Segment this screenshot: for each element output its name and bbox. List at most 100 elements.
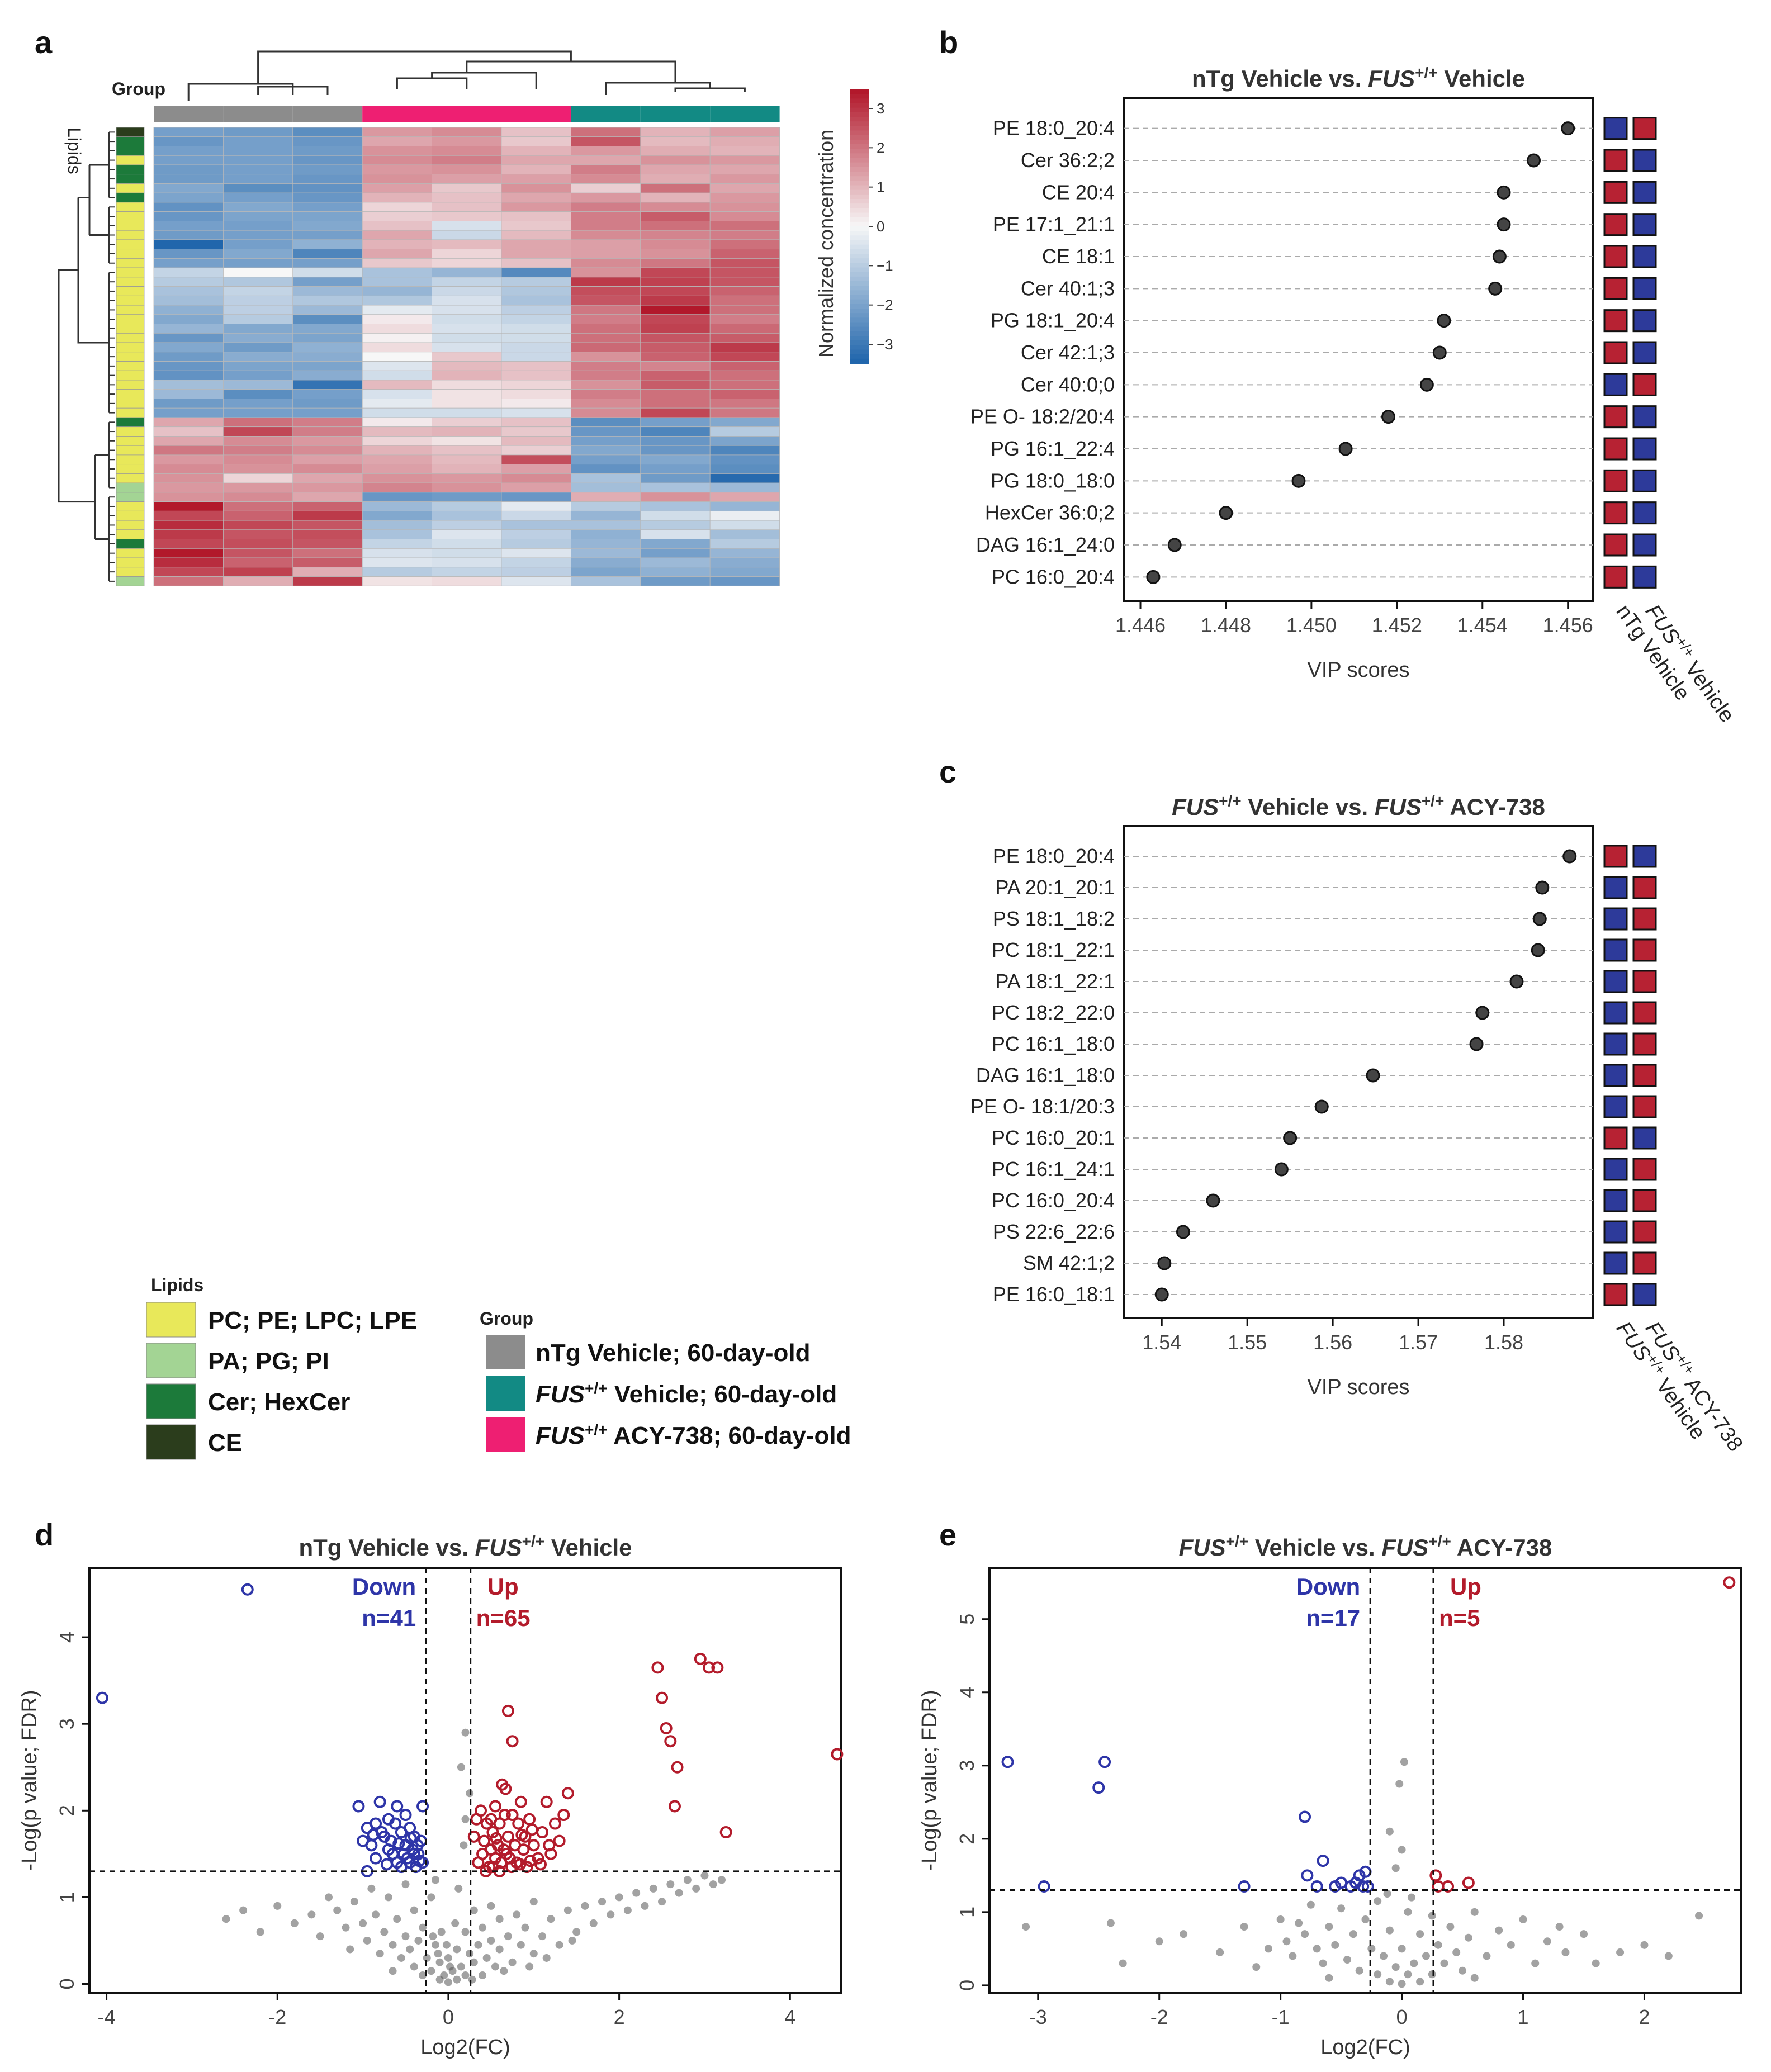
volcano-point-ns (372, 1910, 380, 1919)
plot-frame (988, 1567, 1742, 1994)
colorbar-step (850, 304, 869, 309)
heatmap-cell (501, 473, 571, 483)
volcano-point-ns (427, 1893, 435, 1902)
heatmap-cell (153, 314, 224, 324)
title-part-sup2: +/+ (1428, 1533, 1451, 1550)
volcano-point-ns (1459, 1966, 1467, 1975)
volcano-point-ns (470, 1906, 478, 1914)
colorbar-step (850, 331, 869, 336)
heatmap-cell (222, 548, 293, 558)
heatmap-cell (432, 567, 502, 577)
volcano-point-down (1329, 1880, 1342, 1893)
vip-point (1291, 473, 1306, 488)
colorbar-step (850, 317, 869, 323)
volcano-point-down (370, 1817, 382, 1830)
heatmap-cell (222, 454, 293, 465)
vip-lipid-label: SM 42:1;2 (1023, 1251, 1115, 1274)
x-tick-label: -3 (1029, 2005, 1047, 2028)
vip-lipid-label: Cer 40:0;0 (1021, 373, 1115, 396)
colorbar-tick-label: −3 (877, 336, 893, 353)
colorbar-step (850, 212, 869, 218)
volcano-point-ns (432, 1941, 440, 1949)
heatmap-cell (362, 174, 433, 184)
heatmap-legend: Lipids Group PC; PE; LPC; LPE PA; PG; PI C… (146, 1275, 851, 1460)
heatmap-cell (571, 389, 641, 399)
heatmap-cell (571, 426, 641, 437)
column-dendrogram-branch (605, 82, 711, 95)
y-tick-label: 1 (955, 1907, 978, 1918)
vip-point (1419, 377, 1434, 392)
vip-square (1632, 1189, 1657, 1212)
heatmap-cell (571, 445, 641, 456)
heatmap-cell (292, 146, 363, 156)
heatmap-cell (501, 314, 571, 324)
heatmap-cell (222, 529, 293, 539)
heatmap-cell (571, 324, 641, 334)
vip-square (1603, 1032, 1628, 1056)
vip-lipid-label: PC 16:0_20:4 (992, 565, 1115, 588)
volcano-point-ns (1616, 1948, 1625, 1956)
heatmap-cell (153, 164, 224, 175)
heatmap-cell (432, 482, 502, 493)
volcano-point-ns (1531, 1959, 1540, 1967)
vip-square (1632, 938, 1657, 962)
volcano-point-ns (1519, 1915, 1527, 1923)
colorbar-step (850, 244, 869, 250)
heatmap-cell (292, 342, 363, 353)
lipid-class-cell (116, 389, 145, 399)
down-count: n=41 (362, 1605, 416, 1631)
heatmap-cell (709, 548, 780, 558)
heatmap-cell (292, 454, 363, 465)
volcano-point-down (1361, 1880, 1374, 1893)
heatmap-cell (362, 305, 433, 315)
heatmap-cell (153, 286, 224, 296)
vip-point (1338, 442, 1353, 456)
heatmap-cell (362, 529, 433, 539)
vip-square (1603, 309, 1628, 333)
heatmap-cell (292, 286, 363, 296)
heatmap-cell (501, 146, 571, 156)
volcano-point-ns (389, 1941, 397, 1949)
y-tick-label: 2 (955, 1833, 978, 1845)
heatmap-cell (432, 399, 502, 409)
heatmap-cell (292, 164, 363, 175)
heatmap-cell (362, 333, 433, 343)
title-part-post: Vehicle vs. (1248, 1534, 1381, 1561)
x-tick-label: 2 (1639, 2005, 1650, 2028)
y-tick-label: 5 (955, 1614, 978, 1625)
heatmap-cell (362, 136, 433, 146)
heatmap-cell (640, 127, 711, 137)
x-tick-label: 0 (1396, 2005, 1408, 2028)
legend-lipid-swatch (146, 1343, 196, 1378)
volcano-point-ns (239, 1906, 248, 1914)
heatmap-cell (432, 239, 502, 250)
heatmap-cell (292, 314, 363, 324)
volcano-point-ns (363, 1936, 371, 1945)
heatmap-cell (640, 352, 711, 362)
legend-lipid-label: Cer; HexCer (208, 1388, 350, 1416)
colorbar-step (850, 107, 869, 113)
colorbar-step (850, 185, 869, 191)
up-label: Up (487, 1573, 519, 1600)
volcano-point-ns (432, 1876, 440, 1884)
title-part-post: Vehicle (544, 1534, 632, 1561)
vip-point (1157, 1256, 1172, 1270)
heatmap-cell (362, 389, 433, 399)
vip-square (1603, 1095, 1628, 1118)
volcano-point-ns (1398, 1945, 1406, 1953)
heatmap-cell (709, 183, 780, 193)
volcano-point-down (397, 1847, 410, 1860)
vip-square (1603, 405, 1628, 429)
vip-square (1632, 845, 1657, 868)
heatmap-cell (432, 305, 502, 315)
lipid-class-cell (116, 305, 145, 315)
heatmap-cell (362, 286, 433, 296)
volcano-point-up (557, 1809, 570, 1822)
volcano-point-ns (500, 1967, 508, 1975)
heatmap-cell (709, 417, 780, 428)
row-dendrogram-branch (89, 207, 110, 263)
row-dendrogram-branch (78, 164, 91, 235)
heatmap-cell (153, 324, 224, 334)
vip-point (1509, 974, 1524, 989)
